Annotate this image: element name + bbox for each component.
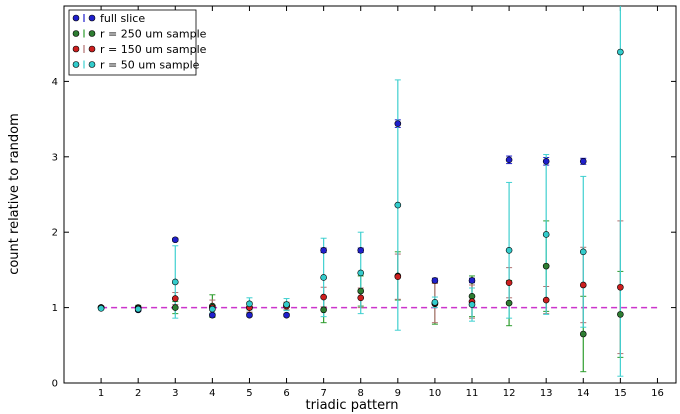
data-point bbox=[134, 305, 142, 313]
legend-marker bbox=[88, 30, 96, 37]
data-point bbox=[579, 330, 587, 338]
data-point bbox=[357, 269, 365, 277]
y-axis: 0 1 2 3 4 bbox=[52, 77, 676, 390]
data-point bbox=[320, 274, 327, 281]
x-tick-label: 14 bbox=[577, 388, 590, 399]
data-point bbox=[357, 246, 365, 254]
x-tick-label: 7 bbox=[320, 388, 326, 399]
x-tick-label: 13 bbox=[540, 388, 553, 399]
x-tick-label: 5 bbox=[246, 388, 252, 399]
data-point bbox=[505, 156, 513, 164]
data-point bbox=[394, 120, 402, 127]
x-tick-label: 6 bbox=[283, 388, 289, 399]
data-point bbox=[246, 300, 253, 308]
data-point bbox=[505, 279, 513, 287]
data-point bbox=[468, 301, 476, 308]
legend-marker bbox=[72, 61, 80, 68]
data-point bbox=[468, 277, 476, 284]
y-axis-title: count relative to random bbox=[7, 113, 22, 275]
x-tick-label: 2 bbox=[135, 388, 141, 399]
data-point bbox=[579, 281, 587, 289]
legend-label: r = 250 um sample bbox=[100, 28, 207, 41]
x-tick-label: 9 bbox=[395, 388, 401, 399]
data-point bbox=[542, 262, 550, 270]
series-markers bbox=[97, 48, 624, 313]
legend-marker bbox=[88, 45, 96, 53]
series-layer bbox=[97, 6, 624, 377]
data-point bbox=[320, 246, 327, 254]
data-point bbox=[394, 273, 402, 280]
data-point bbox=[357, 294, 365, 302]
y-tick-label: 4 bbox=[52, 77, 58, 88]
data-point bbox=[357, 287, 365, 295]
data-point bbox=[171, 278, 179, 286]
x-tick-label: 3 bbox=[172, 388, 178, 399]
x-tick-label: 10 bbox=[429, 388, 442, 399]
data-point bbox=[617, 283, 624, 291]
data-point bbox=[542, 296, 550, 304]
legend-marker bbox=[88, 14, 96, 22]
data-point bbox=[579, 158, 587, 165]
data-point bbox=[171, 236, 179, 244]
y-tick-label: 3 bbox=[52, 152, 58, 163]
data-point bbox=[320, 306, 327, 314]
data-point bbox=[542, 231, 550, 238]
data-point bbox=[431, 299, 439, 306]
data-point bbox=[171, 304, 179, 311]
y-tick-label: 2 bbox=[52, 228, 58, 239]
data-point bbox=[394, 201, 402, 209]
x-tick-label: 11 bbox=[466, 388, 479, 399]
legend-marker bbox=[72, 30, 80, 37]
data-point bbox=[542, 158, 550, 165]
legend-marker bbox=[72, 45, 80, 53]
data-point bbox=[617, 48, 624, 56]
data-point bbox=[246, 311, 253, 319]
x-axis: 1 2 3 4 5 6 7 8 9 10 11 12 13 14 15 16 bbox=[98, 6, 664, 399]
y-tick-label: 0 bbox=[52, 379, 58, 390]
data-point bbox=[209, 305, 216, 313]
x-tick-label: 4 bbox=[209, 388, 215, 399]
data-point bbox=[171, 295, 179, 302]
x-tick-label: 16 bbox=[651, 388, 664, 399]
x-tick-label: 1 bbox=[98, 388, 104, 399]
x-tick-label: 15 bbox=[614, 388, 627, 399]
data-point bbox=[283, 311, 290, 319]
data-point bbox=[431, 277, 439, 284]
legend-marker bbox=[88, 61, 96, 68]
data-point bbox=[505, 246, 513, 254]
data-point bbox=[209, 311, 216, 319]
data-point bbox=[97, 305, 105, 312]
x-tick-label: 12 bbox=[503, 388, 516, 399]
y-tick-label: 1 bbox=[52, 303, 58, 314]
legend-label: r = 150 um sample bbox=[100, 43, 207, 56]
data-point bbox=[283, 301, 290, 308]
x-tick-label: 8 bbox=[358, 388, 364, 399]
data-point bbox=[320, 293, 327, 301]
legend-label: full slice bbox=[100, 12, 145, 25]
data-point bbox=[579, 248, 587, 256]
x-axis-title: triadic pattern bbox=[306, 398, 399, 413]
legend: full slice r = 250 um sample r = 150 um sa… bbox=[68, 9, 207, 76]
legend-label: r = 50 um sample bbox=[100, 59, 200, 72]
data-point bbox=[505, 299, 513, 307]
data-point bbox=[617, 311, 624, 318]
legend-marker bbox=[72, 14, 80, 22]
